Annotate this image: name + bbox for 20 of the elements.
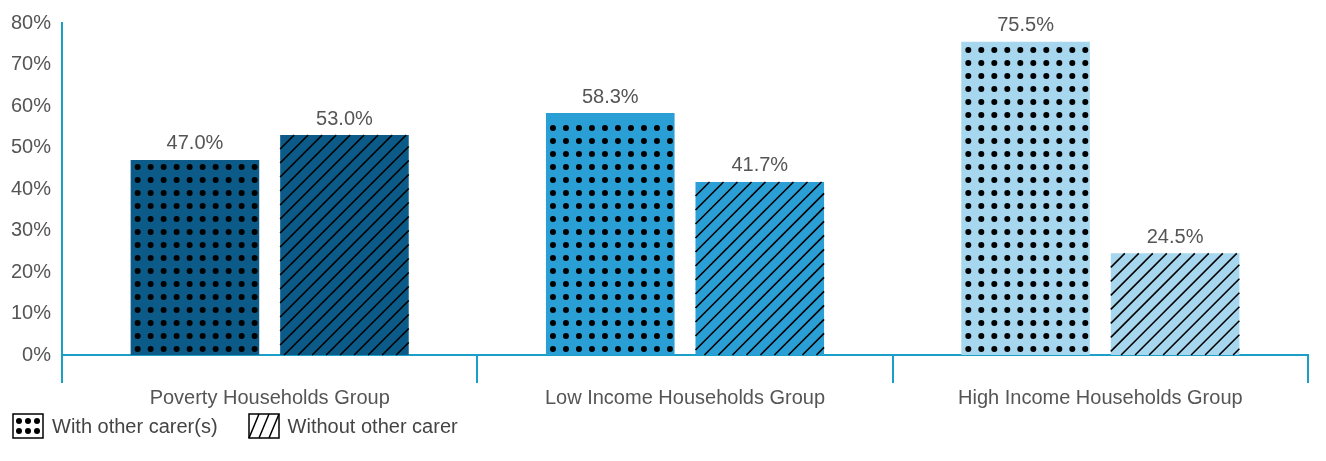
y-tick-label: 70% [11,52,52,75]
x-tick-label: Poverty Households Group [149,385,390,408]
y-tick-label: 50% [11,135,52,158]
data-label: 41.7% [731,153,789,176]
y-tick-label: 40% [11,176,52,199]
data-label: 24.5% [1146,224,1204,247]
text: With other carer(s) [52,414,218,438]
data-label: 47.0% [166,131,224,154]
text: Without other carer [287,414,458,438]
data-label: 53.0% [316,106,374,129]
data-label: 75.5% [997,13,1055,36]
y-tick-label: 30% [11,218,52,241]
data-label: 58.3% [581,84,639,107]
x-tick-label: Low Income Households Group [544,385,826,408]
y-tick-label: 80% [11,10,52,33]
y-tick-label: 60% [11,93,52,116]
x-tick-label: High Income Households Group [958,385,1243,408]
y-tick-label: 20% [11,259,52,282]
y-tick-label: 0% [22,342,52,365]
y-tick-label: 10% [11,301,52,324]
